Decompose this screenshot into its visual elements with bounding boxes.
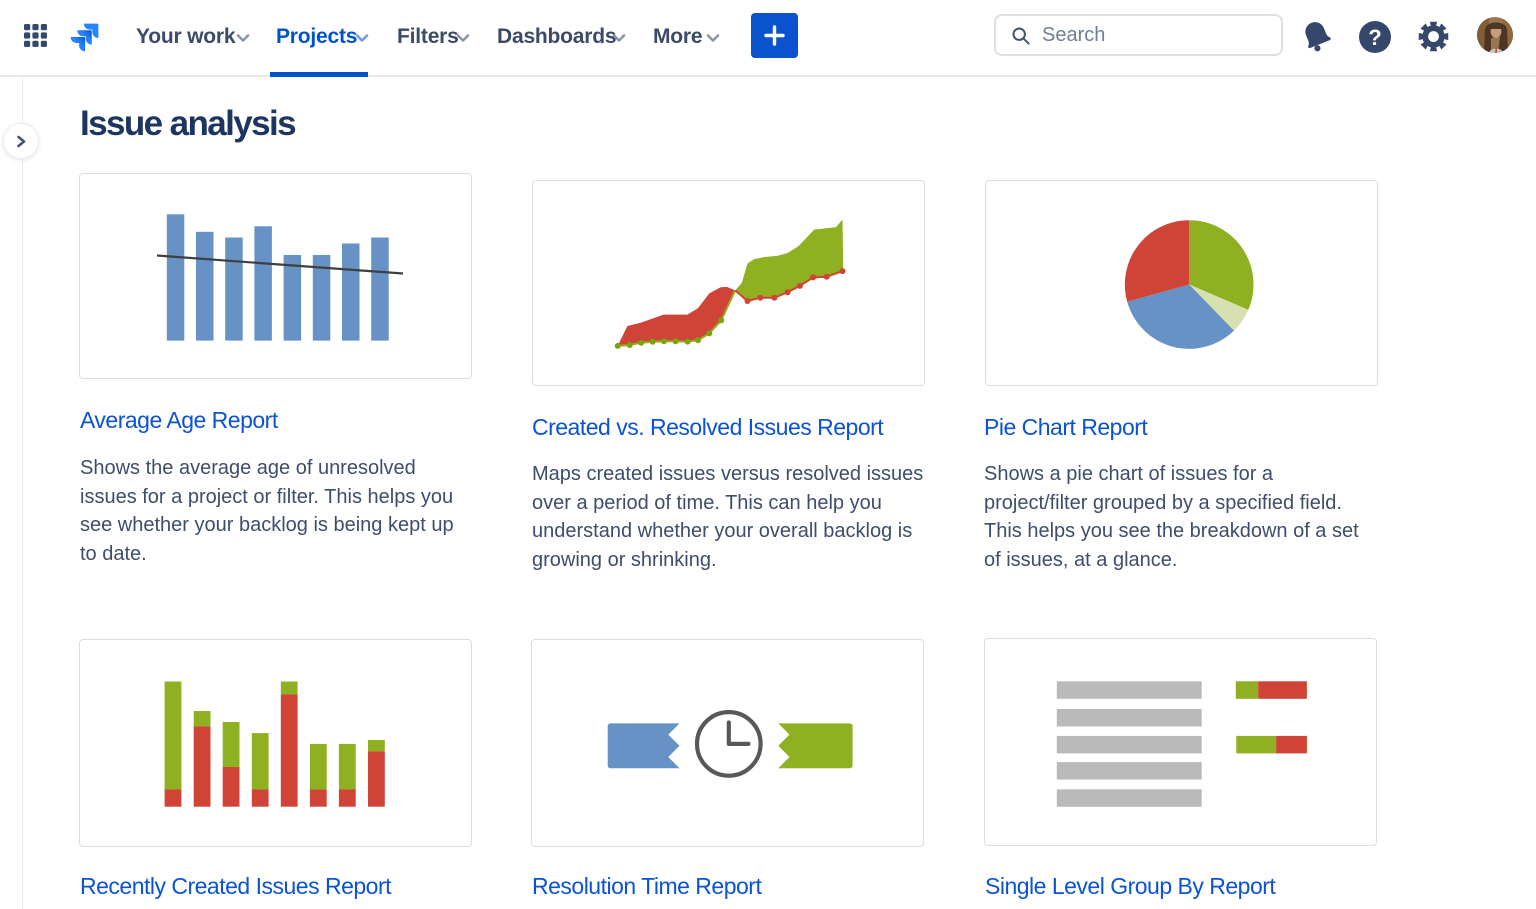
svg-text:?: ? — [1368, 25, 1381, 50]
